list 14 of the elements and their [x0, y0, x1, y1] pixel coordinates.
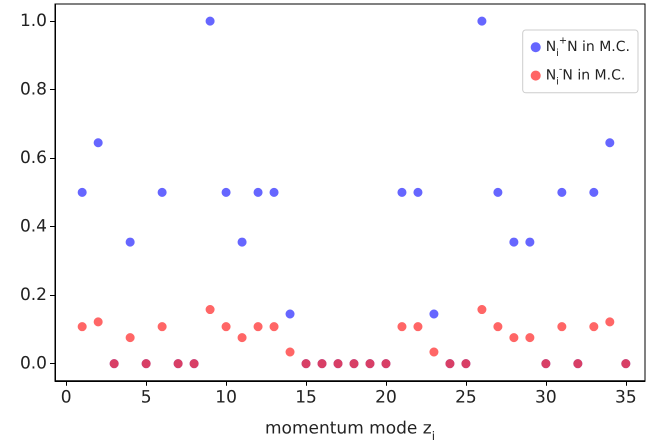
x-tick-label: 20: [375, 387, 397, 408]
x-tick-label: 30: [535, 387, 557, 408]
x-tick-label: 25: [455, 387, 477, 408]
x-tick-label: 5: [140, 387, 152, 408]
y-tick-label: 0.4: [20, 216, 47, 237]
x-tick-label: 10: [215, 387, 237, 408]
y-tick-label: 0.6: [20, 148, 47, 168]
y-tick-label: 1.0: [20, 11, 47, 32]
y-tick-label: 0.8: [20, 80, 47, 100]
x-tick-label: 35: [614, 387, 637, 408]
y-tick-label: 0.0: [20, 354, 47, 374]
y-tick-label: 0.2: [20, 285, 47, 306]
x-tick-label: 15: [295, 387, 317, 408]
x-tick-label: 0: [60, 387, 72, 408]
